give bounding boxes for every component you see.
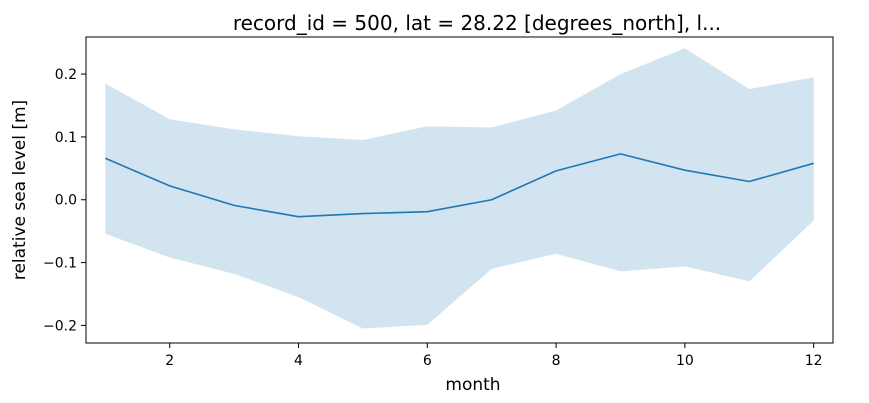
y-axis: −0.2 −0.1 0.0 0.1 0.2 [43, 67, 86, 334]
y-tick-label: −0.2 [43, 318, 77, 334]
x-tick-label: 8 [552, 353, 561, 369]
x-axis-label: month [445, 375, 500, 395]
y-tick-label: −0.1 [43, 256, 77, 272]
confidence-band-layer [105, 48, 814, 329]
x-tick-label: 4 [294, 353, 303, 369]
y-tick-label: 0.1 [55, 130, 77, 146]
plot-frame [85, 36, 834, 344]
y-tick-label: 0.2 [55, 67, 77, 83]
x-axis: 2 4 6 8 10 12 [165, 343, 823, 369]
confidence-band [105, 48, 814, 329]
y-axis-label: relative sea level [m] [10, 100, 30, 280]
series-line-layer [105, 153, 814, 218]
x-tick-label: 6 [423, 353, 432, 369]
x-tick-label: 10 [676, 353, 694, 369]
x-tick-label: 12 [805, 353, 823, 369]
chart-title: record_id = 500, lat = 28.22 [degrees_no… [233, 11, 721, 35]
series-line [105, 153, 814, 218]
y-tick-label: 0.0 [55, 193, 77, 209]
x-tick-label: 2 [165, 353, 174, 369]
